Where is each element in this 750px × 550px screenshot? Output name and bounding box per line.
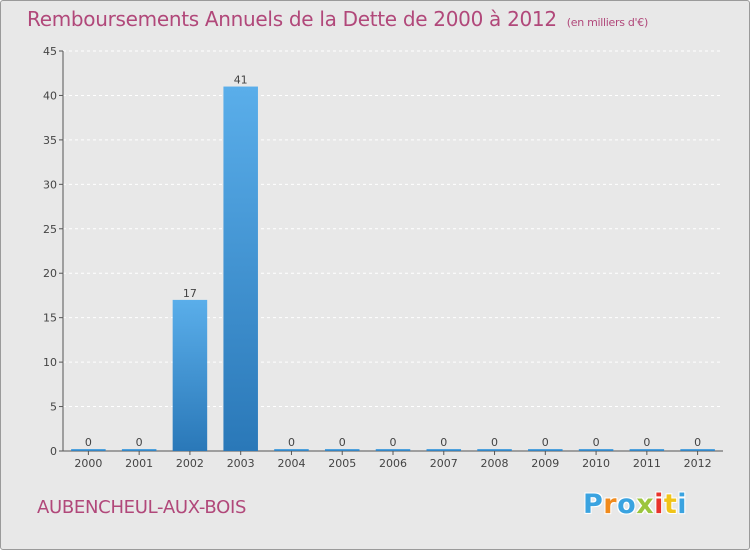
logo-letter: r bbox=[603, 489, 618, 520]
data-label: 0 bbox=[390, 436, 397, 449]
data-label: 0 bbox=[440, 436, 447, 449]
data-label: 0 bbox=[542, 436, 549, 449]
data-label: 0 bbox=[339, 436, 346, 449]
y-tick-label: 0 bbox=[50, 445, 57, 458]
chart-title: Remboursements Annuels de la Dette de 20… bbox=[27, 7, 648, 31]
bar-2012 bbox=[680, 449, 715, 451]
bar-2005 bbox=[324, 449, 360, 451]
bar-2010 bbox=[578, 449, 614, 451]
x-tick-label: 2009 bbox=[531, 457, 559, 470]
x-tick-label: 2001 bbox=[125, 457, 153, 470]
logo-letter: x bbox=[636, 489, 655, 520]
y-tick-label: 5 bbox=[50, 401, 57, 414]
chart-title-text: Remboursements Annuels de la Dette de 20… bbox=[27, 7, 557, 31]
data-labels: 0 0 17 41 0 0 0 0 0 0 0 0 0 bbox=[85, 74, 701, 449]
bars bbox=[71, 86, 715, 452]
x-tick-label: 2008 bbox=[481, 457, 509, 470]
y-tick-label: 40 bbox=[43, 89, 57, 102]
data-label: 0 bbox=[643, 436, 650, 449]
proxiti-logo: Proxiti bbox=[583, 489, 687, 520]
bar-2000 bbox=[71, 449, 106, 451]
bar-2006 bbox=[375, 449, 411, 451]
x-tick-label: 2005 bbox=[328, 457, 356, 470]
x-tick-label: 2012 bbox=[684, 457, 712, 470]
y-tick-labels: 0 5 10 15 20 25 30 35 40 45 bbox=[43, 45, 57, 458]
logo-letter: i bbox=[654, 489, 664, 520]
bar-2002 bbox=[172, 299, 208, 451]
x-tick-label: 2010 bbox=[582, 457, 610, 470]
y-tick-label: 15 bbox=[43, 312, 57, 325]
data-label: 41 bbox=[234, 74, 248, 87]
data-label: 0 bbox=[491, 436, 498, 449]
chart-subtitle: (en milliers d'€) bbox=[566, 16, 648, 29]
axes bbox=[59, 50, 723, 455]
logo-letter: t bbox=[663, 489, 678, 520]
x-tick-label: 2002 bbox=[176, 457, 204, 470]
bar-2011 bbox=[629, 449, 665, 451]
bar-2003 bbox=[223, 86, 258, 452]
data-label: 0 bbox=[694, 436, 701, 449]
y-tick-label: 30 bbox=[43, 178, 57, 191]
x-tick-label: 2000 bbox=[74, 457, 102, 470]
y-tick-label: 35 bbox=[43, 134, 57, 147]
commune-name: AUBENCHEUL-AUX-BOIS bbox=[37, 497, 247, 518]
x-tick-label: 2007 bbox=[430, 457, 458, 470]
logo-letter: P bbox=[583, 489, 604, 520]
y-tick-label: 45 bbox=[43, 45, 57, 58]
y-tick-label: 10 bbox=[43, 356, 57, 369]
bar-2008 bbox=[477, 449, 512, 451]
logo-letter: i bbox=[677, 489, 688, 520]
data-label: 0 bbox=[288, 436, 295, 449]
x-tick-label: 2003 bbox=[227, 457, 255, 470]
data-label: 0 bbox=[85, 436, 92, 449]
x-tick-label: 2004 bbox=[277, 457, 305, 470]
x-tick-label: 2006 bbox=[379, 457, 407, 470]
x-tick-label: 2011 bbox=[633, 457, 661, 470]
grid-lines bbox=[63, 50, 723, 452]
bar-2009 bbox=[528, 449, 563, 451]
data-label: 17 bbox=[183, 287, 197, 300]
y-tick-label: 25 bbox=[43, 223, 57, 236]
bar-2007 bbox=[426, 449, 462, 451]
bar-2004 bbox=[274, 449, 309, 451]
logo-letter: o bbox=[617, 489, 637, 520]
bar-2001 bbox=[121, 449, 157, 451]
data-label: 0 bbox=[593, 436, 600, 449]
y-tick-label: 20 bbox=[43, 267, 57, 280]
x-tick-labels: 2000 2001 2002 2003 2004 2005 2006 2007 2008 2009… bbox=[74, 457, 711, 470]
data-label: 0 bbox=[136, 436, 143, 449]
